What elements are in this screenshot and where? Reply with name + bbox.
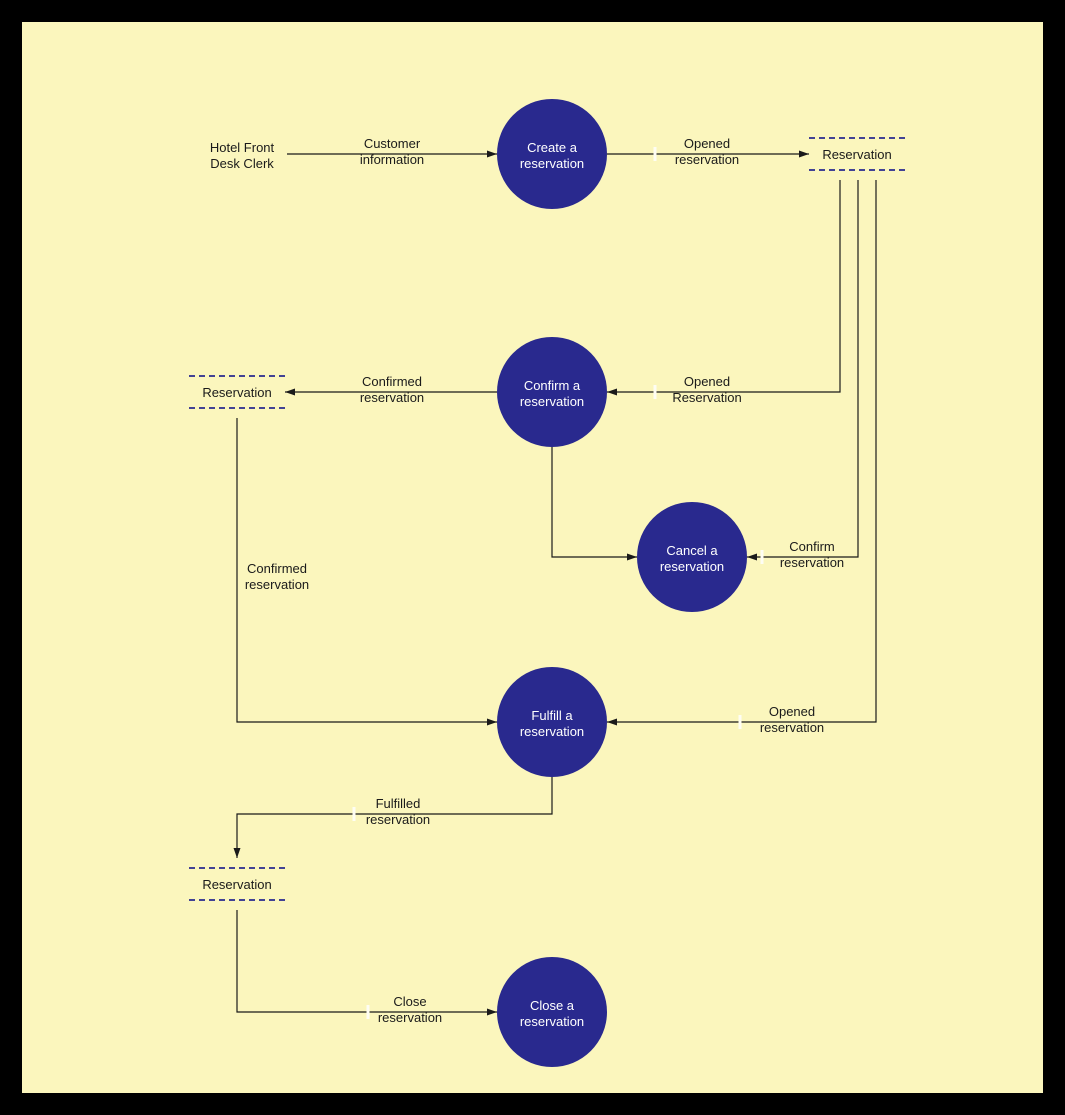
process-label: Confirm a [524, 378, 581, 393]
process-label: reservation [520, 724, 584, 739]
edge-label: Opened [684, 136, 730, 151]
edge-label: reservation [780, 555, 844, 570]
edge-label: Customer [364, 136, 421, 151]
diagram-outer: CustomerinformationOpenedreservationOpen… [0, 0, 1065, 1115]
edge-label: Fulfilled [376, 796, 421, 811]
actor-label: Desk Clerk [210, 156, 274, 171]
edge-label: reservation [675, 152, 739, 167]
process-label: Fulfill a [531, 708, 573, 723]
edge-label: reservation [366, 812, 430, 827]
edge-label: reservation [760, 720, 824, 735]
edge-label: Confirmed [247, 561, 307, 576]
edge-label: Reservation [672, 390, 741, 405]
datastore-label: Reservation [822, 147, 891, 162]
edge-label: reservation [360, 390, 424, 405]
edge-label: Opened [684, 374, 730, 389]
edge-label: Confirmed [362, 374, 422, 389]
edge-label: reservation [378, 1010, 442, 1025]
edge-label: reservation [245, 577, 309, 592]
process-label: reservation [660, 559, 724, 574]
process-label: reservation [520, 156, 584, 171]
actor-label: Hotel Front [210, 140, 275, 155]
datastore-label: Reservation [202, 385, 271, 400]
process-label: reservation [520, 394, 584, 409]
flowchart-svg: CustomerinformationOpenedreservationOpen… [22, 22, 1043, 1093]
process-label: Close a [530, 998, 575, 1013]
process-label: Create a [527, 140, 578, 155]
diagram-canvas: CustomerinformationOpenedreservationOpen… [22, 22, 1043, 1093]
edge-label: Opened [769, 704, 815, 719]
edge-label: information [360, 152, 424, 167]
edge-label: Confirm [789, 539, 835, 554]
datastore-label: Reservation [202, 877, 271, 892]
edge-label: Close [393, 994, 426, 1009]
process-label: reservation [520, 1014, 584, 1029]
process-label: Cancel a [666, 543, 718, 558]
